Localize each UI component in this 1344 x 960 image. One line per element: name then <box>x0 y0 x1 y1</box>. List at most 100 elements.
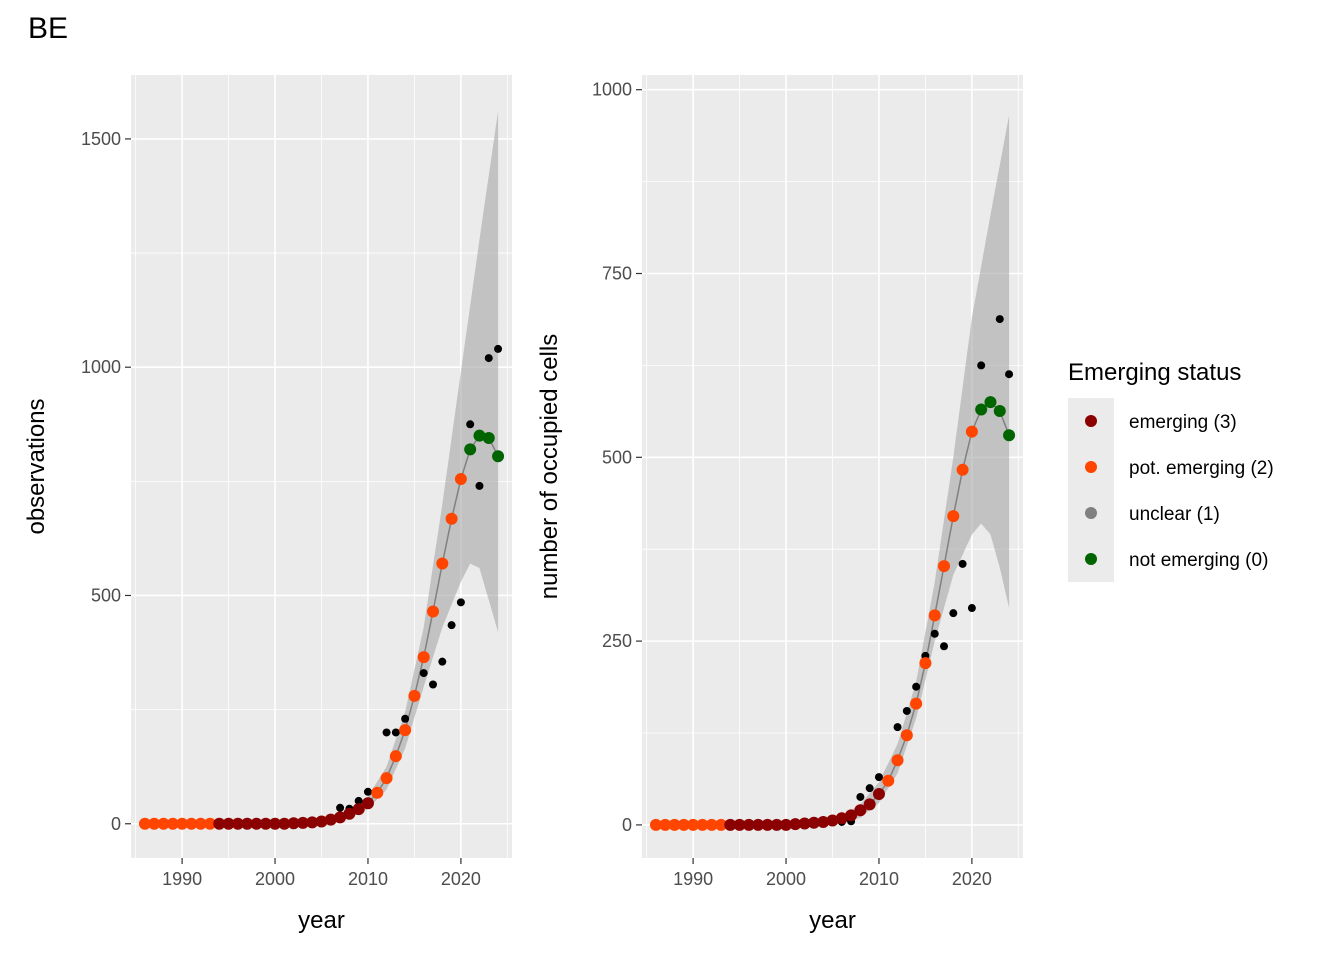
fitted-status-point <box>269 817 282 830</box>
fitted-status-point <box>166 817 179 830</box>
raw-data-point <box>856 792 865 801</box>
legend-key-3 <box>1085 553 1097 565</box>
raw-data-point <box>354 796 363 805</box>
fitted-status-point <box>250 817 263 830</box>
fitted-status-point <box>910 697 923 710</box>
fitted-status-point <box>334 811 347 824</box>
fitted-status-point <box>882 774 895 787</box>
fitted-status-point <box>287 817 300 830</box>
fitted-status-point <box>213 817 226 830</box>
y-axis-title: observations <box>23 398 50 534</box>
fitted-status-point <box>352 803 365 816</box>
fitted-status-point <box>826 814 839 827</box>
y-tick-label: 1000 <box>592 80 632 100</box>
legend-item-label: pot. emerging (2) <box>1129 458 1274 479</box>
raw-data-point <box>865 784 874 793</box>
fitted-status-point <box>371 786 384 799</box>
fitted-status-point <box>454 473 467 486</box>
fitted-status-point <box>222 817 235 830</box>
fitted-status-point <box>696 818 709 831</box>
fitted-status-point <box>863 798 876 811</box>
raw-data-point <box>893 723 902 732</box>
fitted-status-point <box>473 429 486 442</box>
x-tick-label: 2010 <box>348 869 388 889</box>
raw-data-point <box>363 787 372 796</box>
fitted-status-point <box>993 404 1006 417</box>
fitted-status-point <box>947 510 960 523</box>
fitted-status-point <box>278 817 291 830</box>
y-tick-label: 1000 <box>81 357 121 377</box>
legend-title: Emerging status <box>1068 359 1241 386</box>
fitted-status-point <box>770 818 783 831</box>
fitted-status-point <box>361 797 374 810</box>
raw-data-point <box>456 598 465 607</box>
fitted-status-point <box>798 817 811 830</box>
fitted-status-point <box>157 817 170 830</box>
raw-data-point <box>484 354 493 363</box>
fitted-status-point <box>733 818 746 831</box>
fitted-status-point <box>427 605 440 618</box>
raw-data-point <box>958 559 967 568</box>
fitted-status-point <box>817 815 830 828</box>
legend-key-1 <box>1085 461 1097 473</box>
fitted-status-point <box>659 818 672 831</box>
fitted-status-point <box>492 450 505 463</box>
fitted-status-point <box>399 724 412 737</box>
page-title: BE <box>28 12 69 45</box>
fitted-status-point <box>752 818 765 831</box>
x-axis-title: year <box>809 907 856 934</box>
legend-item-label: not emerging (0) <box>1129 550 1268 571</box>
y-tick-label: 500 <box>91 585 121 605</box>
fitted-status-point <box>464 443 477 456</box>
y-tick-label: 750 <box>602 264 632 284</box>
fitted-status-point <box>900 729 913 742</box>
legend-key-0 <box>1085 415 1097 427</box>
fitted-status-point <box>668 818 681 831</box>
y-axis-title: number of occupied cells <box>536 334 563 599</box>
fitted-status-point <box>445 512 458 525</box>
fitted-status-point <box>928 609 941 622</box>
fitted-status-point <box>761 818 774 831</box>
x-tick-label: 2020 <box>441 869 481 889</box>
fitted-status-point <box>714 818 727 831</box>
fitted-status-point <box>259 817 272 830</box>
raw-data-point <box>401 714 410 723</box>
fitted-status-point <box>956 463 969 476</box>
legend: Emerging status emerging (3) pot. emerging… <box>1068 359 1274 582</box>
x-tick-label: 2000 <box>255 869 295 889</box>
y-tick-label: 250 <box>602 631 632 651</box>
fitted-status-point <box>649 818 662 831</box>
x-tick-label: 2020 <box>952 869 992 889</box>
fitted-status-point <box>975 403 988 416</box>
fitted-status-point <box>780 818 793 831</box>
fitted-status-point <box>677 818 690 831</box>
raw-data-point <box>967 604 976 613</box>
fitted-status-point <box>705 818 718 831</box>
x-tick-label: 1990 <box>673 869 713 889</box>
fitted-status-point <box>176 817 189 830</box>
raw-data-point <box>874 773 883 782</box>
fitted-status-point <box>380 772 393 785</box>
fitted-status-point <box>343 807 356 820</box>
fitted-status-point <box>315 815 328 828</box>
fitted-status-point <box>724 818 737 831</box>
raw-data-point <box>494 344 503 353</box>
y-tick-label: 500 <box>602 447 632 467</box>
fitted-status-point <box>789 818 802 831</box>
confidence-band <box>841 115 1010 824</box>
raw-data-point <box>419 669 428 678</box>
fitted-status-point <box>436 557 449 570</box>
raw-data-point <box>995 315 1004 324</box>
fitted-status-point <box>872 788 885 801</box>
raw-data-point <box>466 420 475 429</box>
x-tick-label: 2000 <box>766 869 806 889</box>
legend-item-label: unclear (1) <box>1129 504 1220 525</box>
y-tick-label: 1500 <box>81 129 121 149</box>
fitted-status-point <box>687 818 700 831</box>
fitted-status-point <box>742 818 755 831</box>
raw-data-point <box>949 609 958 618</box>
fitted-status-point <box>845 809 858 822</box>
raw-data-point <box>940 642 949 651</box>
fitted-status-point <box>306 816 319 829</box>
x-axis-title: year <box>298 907 345 934</box>
